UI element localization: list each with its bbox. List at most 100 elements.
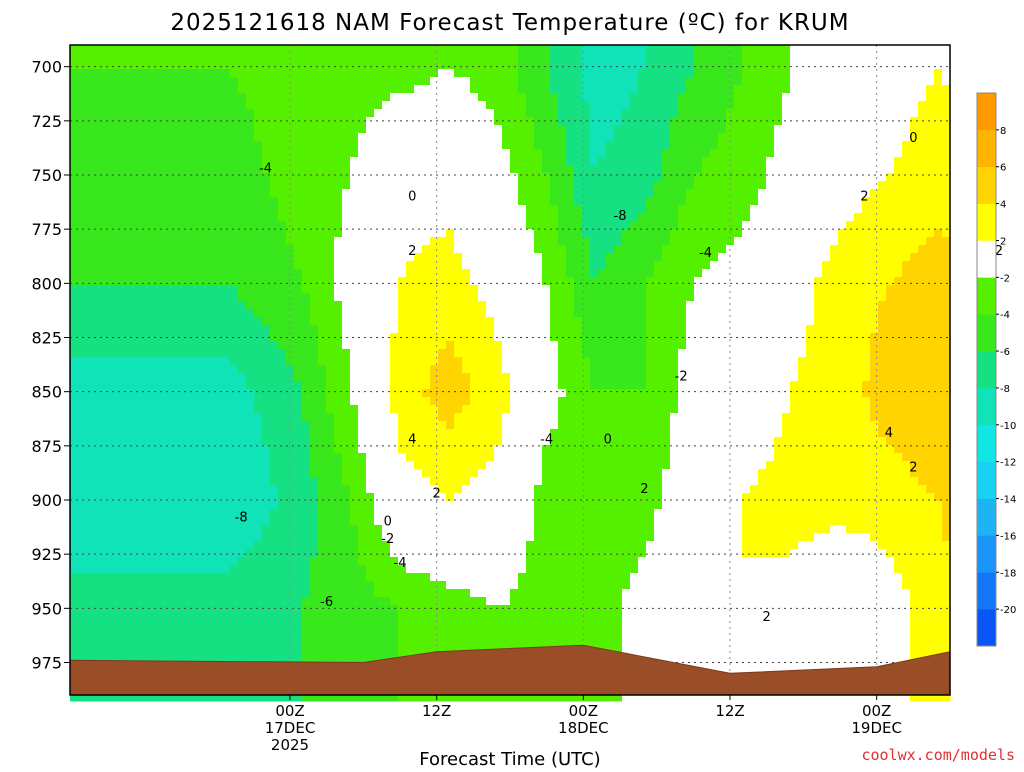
field-cell bbox=[134, 341, 143, 350]
field-cell bbox=[542, 69, 551, 78]
field-cell bbox=[478, 517, 487, 526]
field-cell bbox=[262, 165, 271, 174]
field-cell bbox=[422, 533, 431, 542]
field-cell bbox=[270, 189, 279, 198]
field-cell bbox=[94, 277, 103, 286]
field-cell bbox=[70, 269, 79, 278]
field-cell bbox=[150, 317, 159, 326]
field-cell bbox=[150, 621, 159, 630]
field-cell bbox=[318, 93, 327, 102]
field-cell bbox=[238, 565, 247, 574]
field-cell bbox=[102, 133, 111, 142]
field-cell bbox=[534, 261, 543, 270]
field-cell bbox=[486, 637, 495, 646]
field-cell bbox=[166, 349, 175, 358]
field-cell bbox=[462, 173, 471, 182]
field-cell bbox=[166, 629, 175, 638]
field-cell bbox=[78, 405, 87, 414]
field-cell bbox=[230, 581, 239, 590]
field-cell bbox=[142, 45, 151, 54]
field-cell bbox=[342, 357, 351, 366]
field-cell bbox=[246, 301, 255, 310]
field-cell bbox=[166, 221, 175, 230]
field-cell bbox=[110, 597, 119, 606]
field-cell bbox=[374, 133, 383, 142]
field-cell bbox=[254, 581, 263, 590]
field-cell bbox=[446, 357, 455, 366]
field-cell bbox=[110, 517, 119, 526]
field-cell bbox=[174, 165, 183, 174]
field-cell bbox=[86, 581, 95, 590]
field-cell bbox=[190, 189, 199, 198]
field-cell bbox=[182, 533, 191, 542]
field-cell bbox=[422, 437, 431, 446]
field-cell bbox=[454, 189, 463, 198]
field-cell bbox=[494, 437, 503, 446]
field-cell bbox=[398, 453, 407, 462]
field-cell bbox=[182, 85, 191, 94]
field-cell bbox=[502, 229, 511, 238]
field-cell bbox=[382, 549, 391, 558]
field-cell bbox=[230, 205, 239, 214]
field-cell bbox=[502, 565, 511, 574]
field-cell bbox=[350, 349, 359, 358]
field-cell bbox=[238, 501, 247, 510]
field-cell bbox=[406, 165, 415, 174]
field-cell bbox=[174, 597, 183, 606]
field-cell bbox=[78, 493, 87, 502]
field-cell bbox=[94, 293, 103, 302]
field-cell bbox=[198, 597, 207, 606]
field-cell bbox=[110, 389, 119, 398]
field-cell bbox=[110, 565, 119, 574]
field-cell bbox=[334, 125, 343, 134]
field-cell bbox=[142, 149, 151, 158]
field-cell bbox=[78, 445, 87, 454]
field-cell bbox=[118, 53, 127, 62]
field-cell bbox=[510, 205, 519, 214]
field-cell bbox=[166, 341, 175, 350]
field-cell bbox=[526, 293, 535, 302]
field-cell bbox=[438, 253, 447, 262]
field-cell bbox=[94, 269, 103, 278]
field-cell bbox=[166, 45, 175, 54]
field-cell bbox=[326, 69, 335, 78]
field-cell bbox=[126, 397, 135, 406]
field-cell bbox=[94, 581, 103, 590]
field-cell bbox=[350, 509, 359, 518]
field-cell bbox=[278, 341, 287, 350]
field-cell bbox=[118, 549, 127, 558]
field-cell bbox=[526, 349, 535, 358]
field-cell bbox=[422, 61, 431, 70]
field-cell bbox=[102, 581, 111, 590]
field-cell bbox=[206, 269, 215, 278]
field-cell bbox=[502, 597, 511, 606]
field-cell bbox=[326, 357, 335, 366]
field-cell bbox=[422, 141, 431, 150]
field-cell bbox=[110, 141, 119, 150]
field-cell bbox=[94, 157, 103, 166]
field-cell bbox=[406, 509, 415, 518]
field-cell bbox=[390, 261, 399, 270]
field-cell bbox=[142, 501, 151, 510]
field-cell bbox=[150, 517, 159, 526]
field-cell bbox=[134, 373, 143, 382]
field-cell bbox=[518, 189, 527, 198]
field-cell bbox=[502, 181, 511, 190]
field-cell bbox=[494, 93, 503, 102]
field-cell bbox=[126, 309, 135, 318]
field-cell bbox=[134, 101, 143, 110]
field-cell bbox=[342, 101, 351, 110]
field-cell bbox=[358, 645, 367, 654]
field-cell bbox=[414, 141, 423, 150]
field-cell bbox=[390, 133, 399, 142]
field-cell bbox=[278, 461, 287, 470]
field-cell bbox=[126, 421, 135, 430]
field-cell bbox=[246, 509, 255, 518]
field-cell bbox=[350, 613, 359, 622]
field-cell bbox=[126, 461, 135, 470]
field-cell bbox=[198, 149, 207, 158]
field-cell bbox=[302, 45, 311, 54]
field-cell bbox=[342, 173, 351, 182]
field-cell bbox=[118, 181, 127, 190]
field-cell bbox=[214, 165, 223, 174]
